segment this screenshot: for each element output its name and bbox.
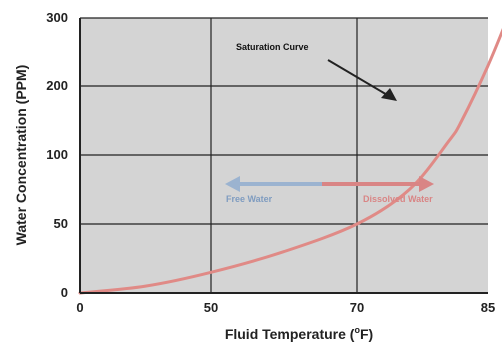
y-tick-labels: 0 50 100 200 300 [46,10,68,300]
saturation-arrow-head [381,88,397,101]
x-axis-title: Fluid Temperature (oF) [225,325,373,342]
x-axis-title-main: Fluid Temperature ( [225,326,355,342]
dissolved-water-label: Dissolved Water [363,194,433,204]
free-water-arrow-head [225,176,240,192]
dissolved-water-arrow-head [419,176,434,192]
x-axis-title-tail: F) [360,326,373,342]
saturation-arrow-shaft [327,59,390,97]
x-tick-label: 70 [350,300,364,315]
grid [80,17,488,293]
y-tick-label: 100 [46,147,68,162]
x-tick-label: 0 [76,300,83,315]
water-region-arrows: Free Water Dissolved Water [225,176,434,204]
saturation-curve-label: Saturation Curve [236,42,309,52]
saturation-curve-layer [78,27,502,295]
y-tick-label: 300 [46,10,68,25]
y-tick-label: 200 [46,78,68,93]
y-tick-label: 0 [61,285,68,300]
x-tick-labels: 0 50 70 85 [76,300,495,315]
free-water-label: Free Water [226,194,273,204]
saturation-annotation: Saturation Curve [236,42,397,101]
y-axis-title: Water Concentration (PPM) [13,65,29,246]
x-tick-label: 50 [204,300,218,315]
x-tick-label: 85 [481,300,495,315]
x-axis-title-superscript: o [354,325,360,335]
y-tick-label: 50 [54,216,68,231]
saturation-curve-line [78,27,502,295]
